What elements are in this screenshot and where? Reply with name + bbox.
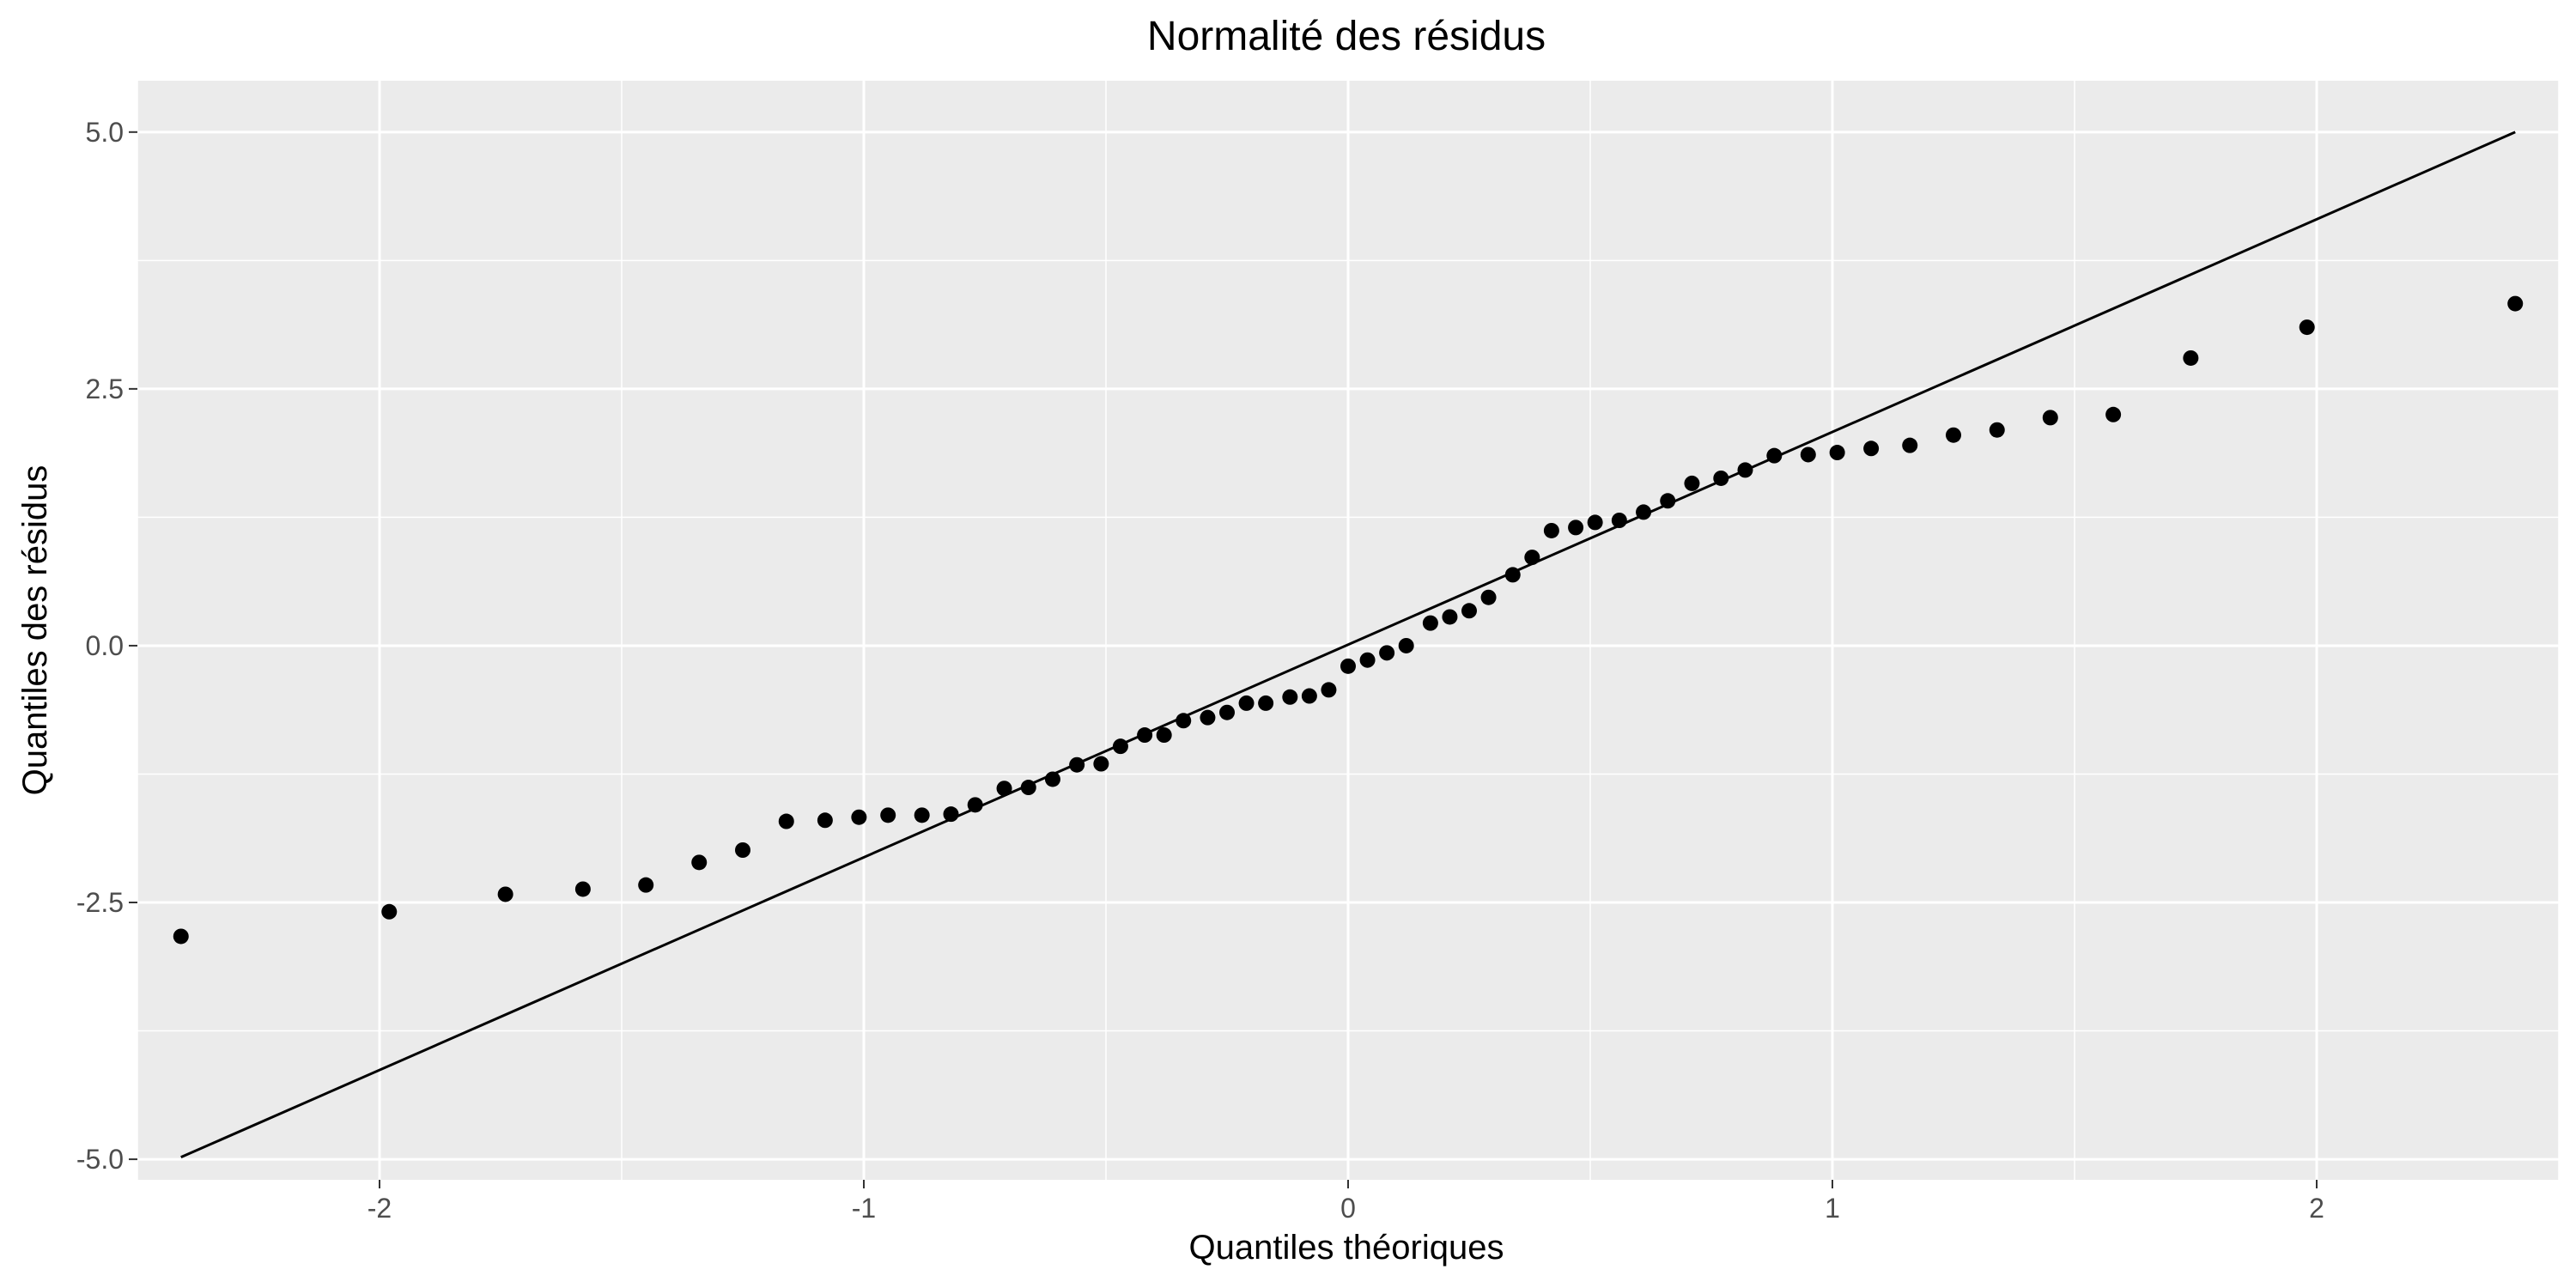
y-axis-ticks: -5.0 -2.5 0.0 2.5 5.0 [76,117,137,1175]
data-point [1301,688,1317,704]
data-point [1200,709,1216,726]
data-point [1156,727,1172,744]
x-axis-ticks: -2 -1 0 1 2 [368,1180,2324,1224]
data-point [1020,780,1036,796]
data-point [778,813,794,829]
data-point [1737,462,1753,478]
data-point [1359,652,1376,668]
data-point [1442,609,1458,625]
data-point [1112,738,1128,755]
data-point [1340,658,1356,674]
data-point [943,806,959,823]
x-axis-title: Quantiles théoriques [1189,1229,1504,1267]
data-point [967,797,983,813]
data-point [691,854,708,871]
data-point [2042,410,2058,426]
data-point [817,812,833,829]
data-point [1800,447,1816,463]
data-point [1282,689,1298,705]
data-point [1946,427,1961,443]
chart-title: Normalité des résidus [1147,14,1546,59]
data-point [1524,550,1540,566]
data-point [1238,695,1255,711]
data-point [1176,713,1192,729]
data-point [1568,519,1584,536]
data-point [1611,513,1627,528]
y-tick-label: 2.5 [86,374,124,404]
data-point [1044,771,1060,787]
data-point [1543,522,1559,538]
data-point [2105,406,2122,422]
data-point [1321,682,1337,698]
y-tick-label: -2.5 [76,887,124,918]
data-point [1258,695,1274,711]
data-point [1219,704,1235,720]
data-point [1422,615,1438,631]
data-point [1379,645,1395,661]
data-point [2299,319,2315,336]
data-point [1587,514,1603,531]
data-point [1766,447,1783,464]
data-point [1713,470,1729,486]
data-point [1636,504,1652,520]
data-point [1989,422,2005,438]
data-point [2507,295,2524,312]
data-point [1684,475,1700,491]
y-tick-label: -5.0 [76,1144,124,1175]
data-point [1069,756,1085,773]
data-point [497,886,513,902]
data-point [1093,756,1109,772]
data-point [1398,637,1414,653]
data-point [2183,349,2199,366]
data-point [851,809,867,825]
data-point [996,781,1012,797]
reference-line-group [180,131,2516,1159]
grid-lines [137,81,2560,1180]
data-point [1660,493,1676,509]
data-point [735,842,750,858]
reference-line [180,131,2516,1159]
data-point [574,881,591,897]
x-tick-label: 0 [1340,1193,1356,1224]
data-point [638,877,654,893]
data-point [381,903,398,920]
data-point [173,928,189,945]
data-points [173,295,2524,945]
data-point [1504,567,1521,583]
data-point [1480,589,1497,605]
x-tick-label: -1 [852,1193,876,1224]
data-point [914,807,930,823]
data-point [1461,603,1477,619]
data-point [1863,440,1880,457]
x-tick-label: 1 [1825,1193,1840,1224]
data-point [880,807,896,823]
y-tick-label: 0.0 [86,630,124,661]
data-point [1829,445,1845,461]
data-point [1137,727,1153,744]
y-axis-title: Quantiles des résidus [16,465,54,796]
y-tick-label: 5.0 [86,117,124,148]
x-tick-label: 2 [2309,1193,2324,1224]
data-point [1902,437,1918,453]
x-tick-label: -2 [368,1193,392,1224]
